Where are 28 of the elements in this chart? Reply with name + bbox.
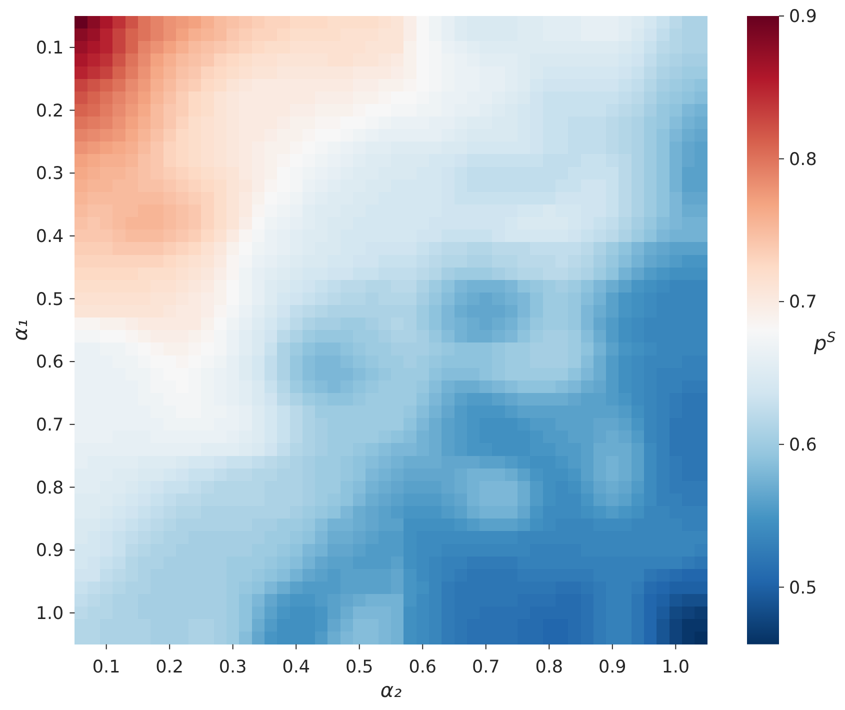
y-tick-label: 0.9: [36, 541, 64, 562]
color-bar-label: 0.7: [789, 292, 817, 313]
color-bar-label: 0.5: [789, 578, 817, 598]
x-tick-label: 0.1: [92, 657, 120, 678]
y-tick-label: 0.3: [36, 164, 64, 184]
y-tick-label: 0.2: [36, 101, 64, 122]
x-tick-label: 0.3: [218, 657, 247, 678]
y-axis-title: α₁: [8, 320, 32, 341]
y-tick-label: 0.5: [36, 290, 64, 310]
color-bar-label: 0.6: [789, 436, 817, 456]
x-tick-label: 0.7: [472, 657, 500, 678]
y-tick-label: 0.8: [36, 478, 64, 498]
color-bar-label: 0.8: [789, 150, 817, 170]
x-tick-label: 0.5: [345, 657, 374, 678]
y-tick-label: 1.0: [36, 604, 64, 624]
x-tick-label: 0.8: [535, 657, 564, 678]
x-tick-label: 0.2: [156, 657, 184, 678]
color-bar-label: 0.9: [789, 7, 817, 28]
y-tick-label: 0.6: [36, 352, 64, 373]
y-tick-label: 0.1: [36, 38, 64, 59]
x-tick-label: 0.6: [408, 657, 437, 678]
x-tick-label: 1.0: [662, 657, 690, 678]
x-axis-title: α₂: [380, 678, 402, 702]
x-tick-label: 0.9: [598, 657, 626, 678]
y-tick-label: 0.4: [36, 227, 64, 248]
color-bar-title: p$^{S}$: [813, 330, 836, 355]
x-tick-label: 0.4: [282, 657, 310, 678]
y-tick-label: 0.7: [36, 416, 64, 436]
